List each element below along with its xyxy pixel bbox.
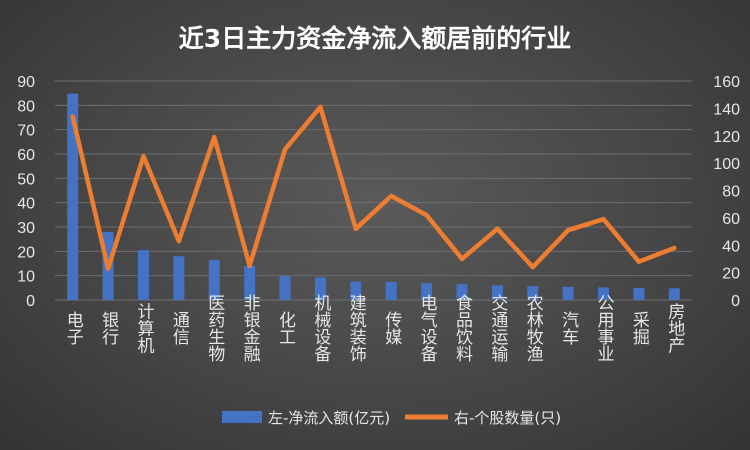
line-point xyxy=(247,263,252,268)
bar xyxy=(314,277,326,300)
line-point xyxy=(424,212,429,218)
gridlines xyxy=(55,80,692,301)
right-tick-label: 120 xyxy=(713,129,740,146)
category-axis: 电子 银行 计算机 通信 医药生物 非银金融 化工 机械设备 建筑装饰 传媒 电气设备 食品饮料 交通运… xyxy=(63,294,685,363)
right-tick-label: 80 xyxy=(722,184,740,201)
left-axis: 0 10 20 30 40 50 60 70 80 90 xyxy=(17,74,35,310)
bar xyxy=(244,265,256,300)
bar-series xyxy=(67,93,680,300)
line-point xyxy=(565,227,571,233)
bar xyxy=(456,284,468,300)
line-point xyxy=(353,226,359,232)
category-label: 公用事业 xyxy=(594,294,615,362)
line-point xyxy=(636,259,642,264)
category-label: 农林牧渔 xyxy=(523,294,544,362)
line-point xyxy=(672,245,677,251)
bar xyxy=(385,281,397,300)
category-label: 化工 xyxy=(275,311,296,345)
legend-label-bar: 左-净流入额(亿元) xyxy=(268,409,390,427)
category-label: 汽车 xyxy=(558,311,579,345)
left-tick-label: 80 xyxy=(17,98,35,115)
bar xyxy=(527,286,539,300)
right-tick-label: 100 xyxy=(713,156,740,173)
right-tick-label: 160 xyxy=(713,74,740,91)
line-point xyxy=(601,217,606,222)
line-point xyxy=(388,193,394,199)
left-tick-label: 40 xyxy=(17,196,35,213)
category-label: 采掘 xyxy=(629,311,650,346)
line-point xyxy=(459,256,465,262)
category-label: 通信 xyxy=(169,311,190,345)
legend-swatch-bar xyxy=(222,411,262,423)
bar xyxy=(633,287,645,300)
category-label: 计算机 xyxy=(133,302,154,353)
bar xyxy=(491,285,503,300)
bar xyxy=(208,259,220,300)
category-label: 传媒 xyxy=(381,311,402,345)
left-tick-label: 50 xyxy=(17,171,35,188)
right-tick-label: 140 xyxy=(713,101,740,118)
series-line xyxy=(70,104,677,271)
bar xyxy=(279,276,291,300)
left-tick-label: 90 xyxy=(17,74,35,91)
category-label: 房地产 xyxy=(664,302,685,353)
bar xyxy=(137,250,149,300)
bar xyxy=(668,288,680,300)
right-tick-label: 20 xyxy=(722,266,740,283)
right-tick-label: 40 xyxy=(722,238,740,255)
right-tick-label: 0 xyxy=(731,293,740,310)
legend-label-line: 右-个股数量(只) xyxy=(454,409,561,427)
line-point xyxy=(70,114,75,119)
left-tick-label: 70 xyxy=(17,123,35,140)
category-label: 建筑装饰 xyxy=(346,294,367,362)
bar xyxy=(598,287,610,300)
line-series xyxy=(70,104,677,271)
chart-title: 近3日主力资金净流入额居前的行业 xyxy=(179,24,571,53)
left-tick-label: 0 xyxy=(26,293,35,310)
bar xyxy=(173,256,185,300)
legend: 左-净流入额(亿元) 右-个股数量(只) xyxy=(222,409,561,427)
bar xyxy=(350,281,362,300)
category-label: 医药生物 xyxy=(204,294,225,362)
category-label: 非银金融 xyxy=(240,294,261,363)
bar xyxy=(67,93,79,300)
line-point xyxy=(176,238,182,244)
line-point xyxy=(105,266,111,271)
category-label: 机械设备 xyxy=(310,294,331,362)
left-tick-label: 60 xyxy=(17,147,35,164)
category-label: 银行 xyxy=(98,311,119,346)
category-label: 食品饮料 xyxy=(452,294,473,362)
line-point xyxy=(495,226,500,232)
left-tick-label: 20 xyxy=(17,244,35,261)
line-point xyxy=(282,147,288,152)
left-tick-label: 30 xyxy=(17,220,35,237)
bar xyxy=(562,286,574,300)
right-axis: 0 20 40 60 80 100 120 140 160 xyxy=(713,74,740,310)
right-tick-label: 60 xyxy=(722,211,740,228)
category-label: 电气设备 xyxy=(417,294,438,362)
bar xyxy=(421,283,433,300)
line-point xyxy=(318,104,323,110)
line-point xyxy=(530,264,535,270)
category-label: 电子 xyxy=(63,311,84,345)
line-point xyxy=(141,154,146,159)
line-point xyxy=(212,134,217,140)
left-tick-label: 10 xyxy=(17,269,35,286)
category-label: 交通运输 xyxy=(487,294,508,363)
